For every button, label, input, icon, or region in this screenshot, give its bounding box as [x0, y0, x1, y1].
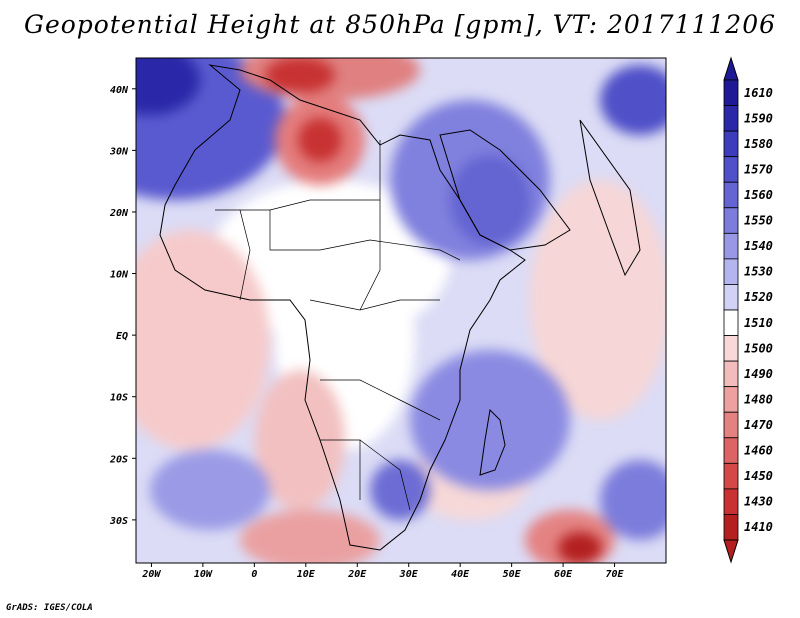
colorbar-swatch [723, 130, 739, 158]
lon-tick-label: 20E [347, 569, 367, 580]
software-credit: GrADS: IGES/COLA [6, 603, 93, 613]
lon-tick-label: 20W [141, 569, 161, 580]
lat-tick-label: 30S [109, 516, 128, 527]
colorbar: 1610 1590 1580 1570 1560 1550 1540 1530 1520 1510… [723, 56, 773, 564]
lat-tick-label: 30N [109, 146, 129, 157]
colorbar-swatch [723, 284, 739, 311]
colorbar-label: 1520 [744, 290, 773, 304]
lon-tick-label: 0 [251, 569, 257, 580]
lat-tick-label: 10N [110, 270, 129, 281]
colorbar-swatch [723, 258, 739, 285]
colorbar-label: 1610 [744, 86, 773, 100]
colorbar-swatch [723, 335, 739, 362]
lat-tick-label: 10S [110, 393, 128, 404]
colorbar-swatch [723, 309, 739, 336]
colorbar-swatch [723, 360, 739, 388]
colorbar-min-arrow [723, 539, 739, 564]
colorbar-swatch [723, 386, 739, 413]
colorbar-label: 1570 [744, 162, 773, 176]
colorbar-label: 1410 [744, 520, 773, 534]
colorbar-label: 1560 [744, 188, 773, 202]
colorbar-label: 1510 [744, 316, 773, 330]
lon-tick-label: 10E [297, 569, 316, 580]
lon-tick-label: 50E [503, 569, 522, 580]
lon-tick-label: 30E [399, 569, 419, 580]
colorbar-label: 1590 [744, 111, 773, 125]
colorbar-label: 1430 [744, 495, 773, 509]
height-field [136, 58, 666, 563]
coastlines [159, 64, 641, 551]
colorbar-label: 1490 [744, 367, 773, 381]
colorbar-swatch [723, 207, 739, 234]
colorbar-swatch [723, 462, 739, 490]
colorbar-label: 1530 [744, 265, 773, 279]
colorbar-label: 1480 [744, 392, 773, 406]
colorbar-label: 1550 [744, 214, 773, 228]
longitude-axis: 20W 10W 0 10E 20E 30E 40E 50E 60E 70E [141, 563, 625, 580]
map-title: Geopotential Height at 850hPa [gpm], VT:… [23, 10, 777, 39]
country-borders [215, 140, 461, 511]
colorbar-swatch [723, 437, 739, 464]
colorbar-swatch [723, 411, 739, 439]
colorbar-swatch [723, 232, 739, 260]
colorbar-swatch [723, 105, 739, 132]
colorbar-swatch [723, 514, 739, 541]
lon-tick-label: 40E [451, 569, 470, 580]
colorbar-label: 1500 [744, 341, 773, 355]
colorbar-label: 1470 [744, 418, 773, 432]
colorbar-label: 1450 [744, 469, 773, 483]
colorbar-label: 1540 [744, 239, 773, 253]
map-frame [135, 57, 667, 564]
lat-tick-label: 20N [109, 208, 129, 219]
colorbar-swatch [723, 156, 739, 183]
latitude-axis: 40N 30N 20N 10N EQ 10S 20S 30S [109, 85, 136, 527]
lon-tick-label: 10W [194, 569, 213, 580]
lat-tick-label: 20S [109, 454, 128, 465]
colorbar-label: 1460 [744, 444, 773, 458]
map-plot-area [136, 58, 666, 563]
lon-tick-label: 70E [606, 569, 625, 580]
colorbar-max-arrow [723, 56, 739, 81]
colorbar-label: 1580 [744, 137, 773, 151]
lat-tick-label: EQ [116, 331, 128, 342]
lat-tick-label: 40N [110, 85, 129, 96]
colorbar-swatch [723, 181, 739, 209]
colorbar-swatch [723, 488, 739, 515]
colorbar-swatch [723, 79, 739, 106]
lon-tick-label: 60E [554, 569, 573, 580]
